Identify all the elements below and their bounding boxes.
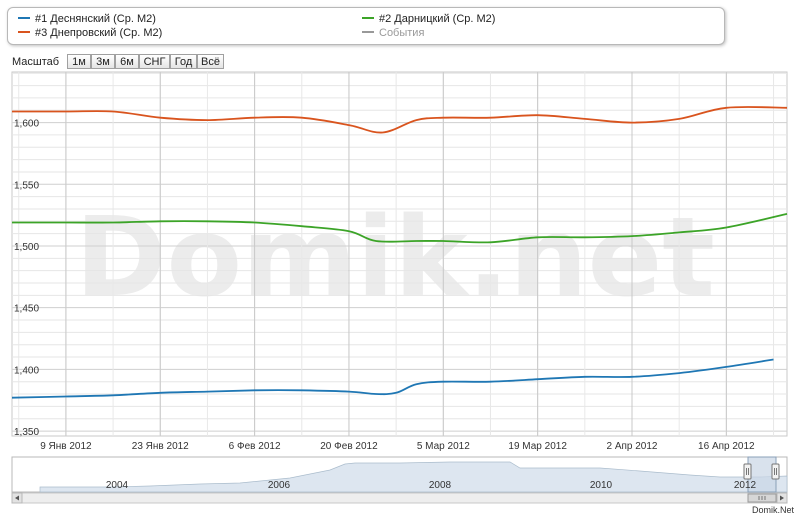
legend-swatch-3	[18, 31, 30, 34]
x-tick-label: 2 Апр 2012	[606, 441, 657, 452]
navigator-year-labels: 2004 2006 2008 2010 2012	[106, 480, 757, 491]
legend-item-events[interactable]: События	[362, 27, 424, 40]
navigator-year-label: 2012	[734, 480, 757, 491]
navigator-left-handle[interactable]	[743, 463, 752, 480]
legend-swatch-1	[18, 17, 30, 20]
series-line-1[interactable]	[11, 358, 774, 399]
credit-link[interactable]: Domik.Net	[751, 505, 794, 515]
zoom-6m-button[interactable]: 6м	[115, 54, 139, 69]
scroll-right-arrow-icon	[780, 495, 784, 501]
y-tick-label: 1,400	[14, 365, 39, 376]
chart-legend: #1 Деснянский (Ср. М2) #2 Дарницкий (Ср.…	[7, 7, 725, 45]
navigator-year-label: 2010	[590, 480, 613, 491]
x-tick-label: 5 Мар 2012	[417, 441, 470, 452]
legend-item-series-2[interactable]: #2 Дарницкий (Ср. М2)	[362, 13, 495, 26]
navigator-year-label: 2004	[106, 480, 129, 491]
legend-label-2: #2 Дарницкий (Ср. М2)	[379, 13, 496, 25]
x-tick-label: 6 Фев 2012	[229, 441, 281, 452]
horizontal-gridlines	[12, 72, 787, 432]
vertical-gridlines	[18, 72, 775, 436]
zoom-ytd-button[interactable]: СНГ	[139, 54, 170, 69]
y-axis-labels: 1,350 1,400 1,450 1,500 1,550 1,600	[14, 119, 39, 438]
range-navigator[interactable]: 2004 2006 2008 2010 2012	[11, 456, 788, 493]
legend-swatch-events	[362, 31, 374, 34]
y-tick-label: 1,350	[14, 427, 39, 438]
y-tick-label: 1,600	[14, 119, 39, 130]
navigator-right-handle[interactable]	[771, 463, 780, 480]
series-lines	[11, 106, 788, 399]
x-tick-label: 16 Апр 2012	[698, 441, 755, 452]
legend-swatch-2	[362, 17, 374, 20]
scroll-left-arrow-icon	[15, 495, 19, 501]
x-axis-labels: 9 Янв 2012 23 Янв 2012 6 Фев 2012 20 Фев 20…	[40, 441, 755, 452]
legend-label-1: #1 Деснянский (Ср. М2)	[35, 13, 156, 25]
x-tick-label: 19 Мар 2012	[508, 441, 567, 452]
watermark: Domik.net	[75, 193, 715, 321]
series-line-3[interactable]	[11, 106, 788, 134]
navigator-selection[interactable]	[747, 456, 777, 493]
y-tick-label: 1,550	[14, 180, 39, 191]
zoom-1m-button[interactable]: 1м	[67, 54, 91, 69]
zoom-3m-button[interactable]: 3м	[91, 54, 115, 69]
zoom-year-button[interactable]: Год	[170, 54, 197, 69]
navigator-year-label: 2006	[268, 480, 291, 491]
y-tick-label: 1,450	[14, 304, 39, 315]
x-tick-label: 20 Фев 2012	[320, 441, 378, 452]
zoom-all-button[interactable]: Всё	[197, 54, 224, 69]
legend-item-series-3[interactable]: #3 Днепровский (Ср. М2)	[18, 27, 162, 40]
navigator-area	[39, 461, 788, 493]
navigator-year-label: 2008	[429, 480, 452, 491]
legend-label-3: #3 Днепровский (Ср. М2)	[35, 27, 163, 39]
y-tick-label: 1,500	[14, 242, 39, 253]
series-line-2[interactable]	[12, 213, 788, 244]
x-tick-label: 23 Янв 2012	[132, 441, 189, 452]
legend-label-events: События	[379, 27, 425, 39]
range-scrollbar[interactable]	[11, 492, 788, 504]
scale-label: Масштаб	[12, 56, 60, 68]
legend-item-series-1[interactable]: #1 Деснянский (Ср. М2)	[18, 13, 156, 26]
x-tick-label: 9 Янв 2012	[40, 441, 92, 452]
